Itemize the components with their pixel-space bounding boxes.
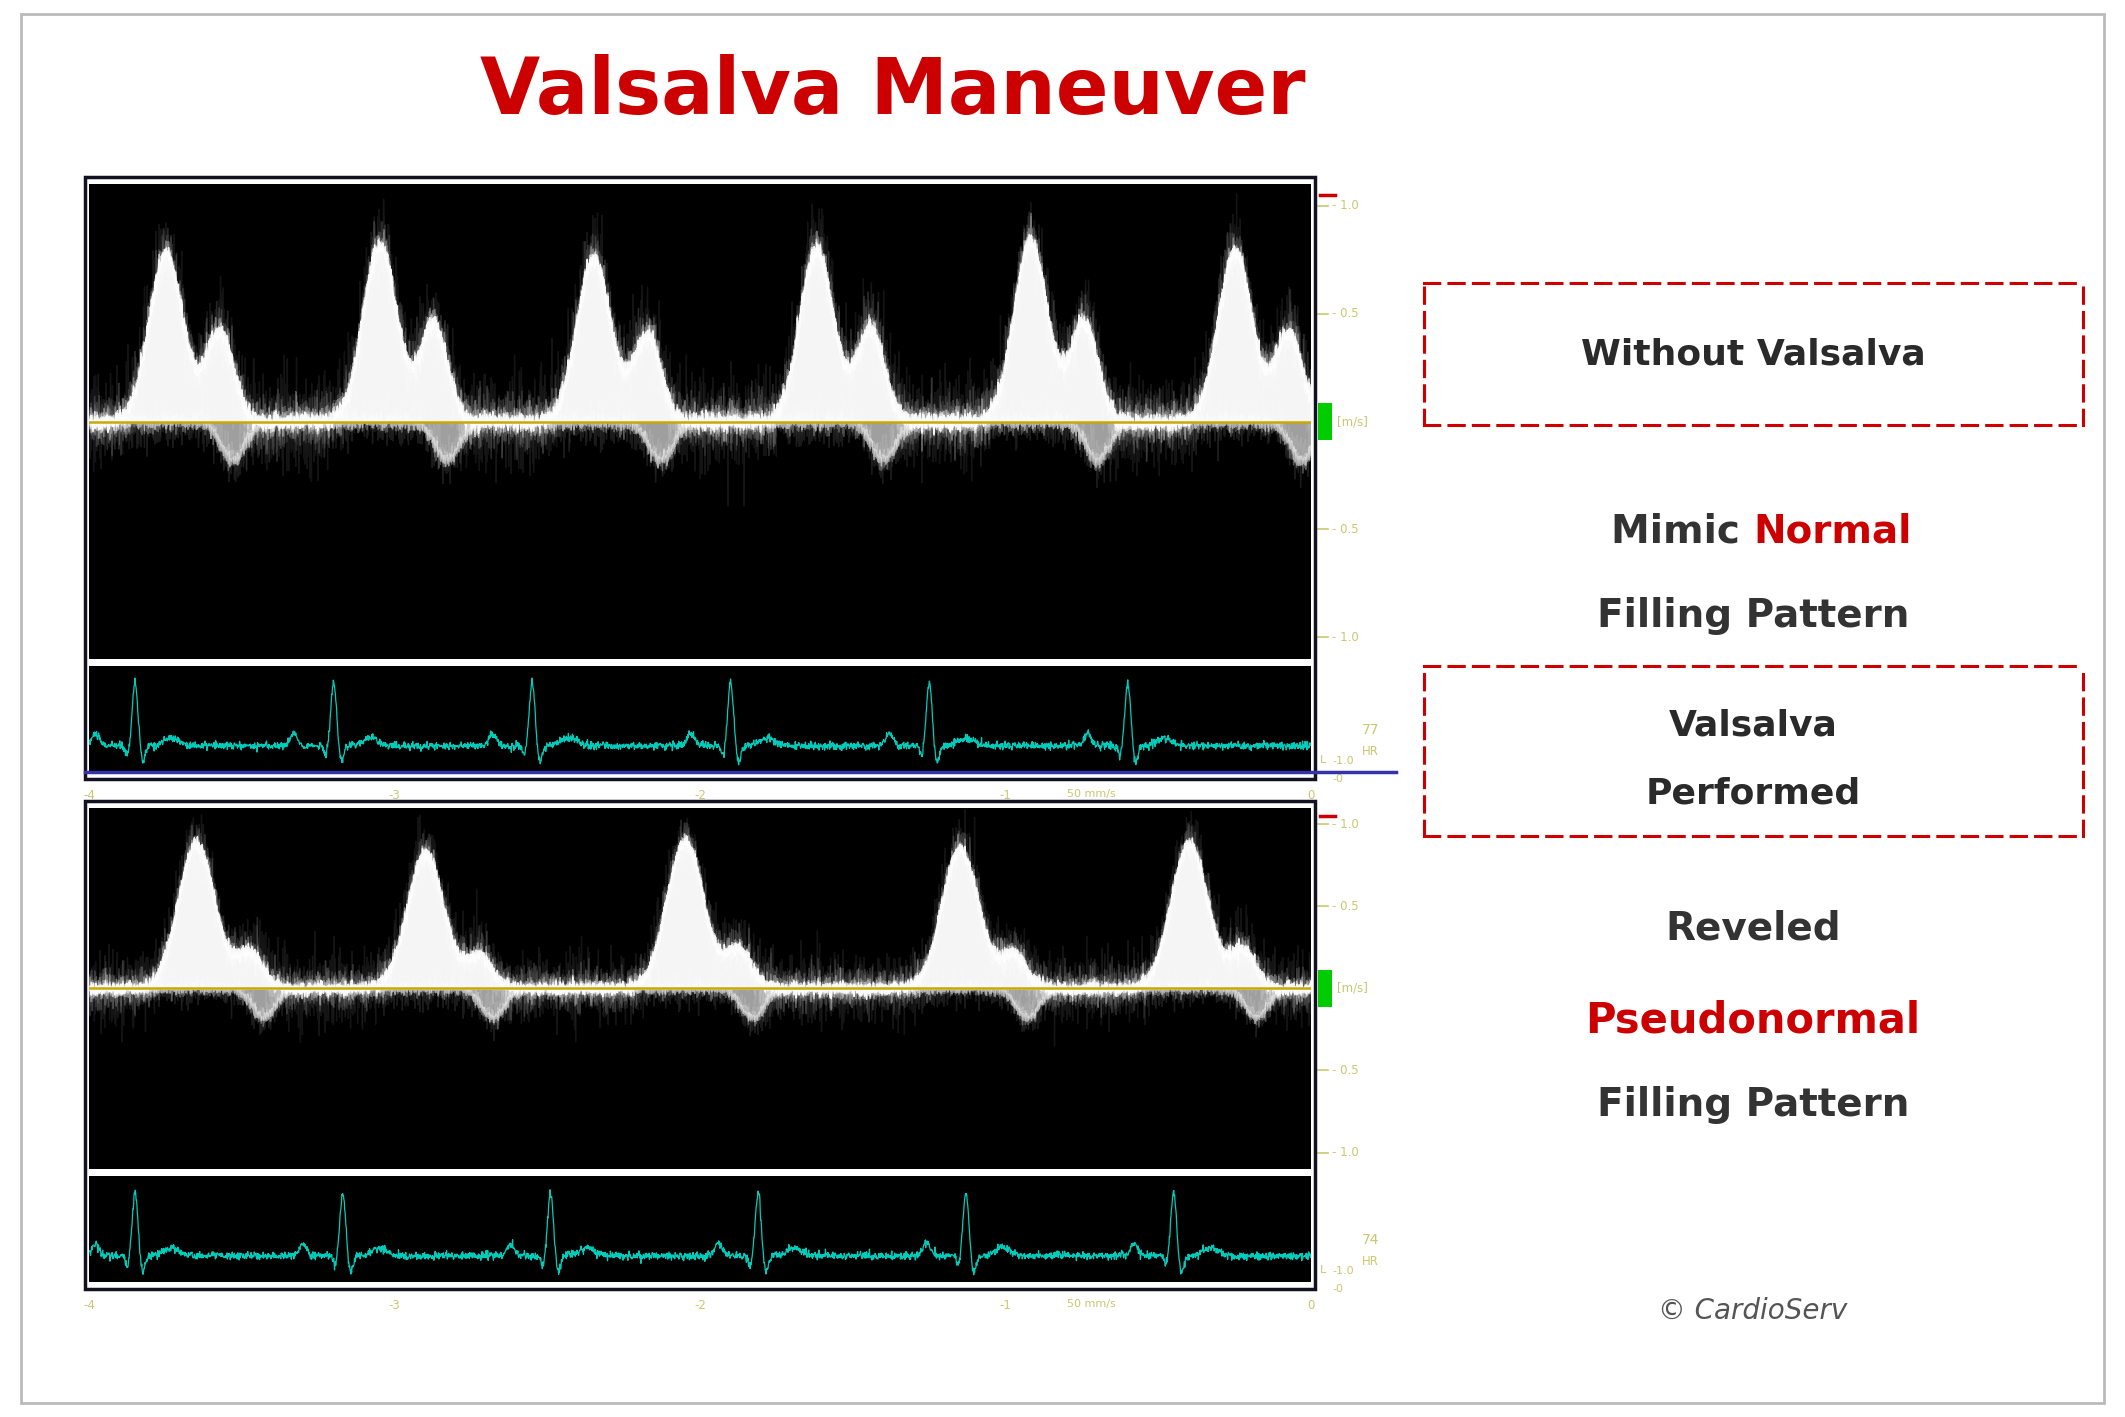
Text: Valsalva Maneuver: Valsalva Maneuver (480, 54, 1305, 130)
Text: HR: HR (1362, 744, 1379, 758)
Text: -1: -1 (999, 789, 1012, 802)
Text: -1.0: -1.0 (1332, 1265, 1354, 1277)
Text: Normal: Normal (1753, 513, 1913, 550)
Text: L: L (1320, 755, 1326, 765)
Text: -3: -3 (389, 789, 402, 802)
Text: - 1.0: - 1.0 (1332, 200, 1360, 213)
Text: -1: -1 (999, 1299, 1012, 1312)
Text: - 0.5: - 0.5 (1332, 900, 1360, 913)
Text: - 0.5: - 0.5 (1332, 307, 1360, 320)
Text: -0: -0 (1332, 1284, 1343, 1295)
Text: 0: 0 (1307, 789, 1315, 802)
Text: Reveled: Reveled (1666, 910, 1840, 947)
Text: - 1.0: - 1.0 (1332, 631, 1360, 643)
Text: Valsalva: Valsalva (1668, 708, 1838, 743)
Text: -2: -2 (695, 1299, 706, 1312)
Text: Performed: Performed (1645, 777, 1862, 811)
Text: 0: 0 (1307, 1299, 1315, 1312)
Text: © CardioServ: © CardioServ (1658, 1297, 1849, 1325)
Text: Filling Pattern: Filling Pattern (1598, 598, 1910, 635)
Text: Filling Pattern: Filling Pattern (1598, 1087, 1910, 1124)
Text: 50 mm/s: 50 mm/s (1067, 1299, 1116, 1309)
Text: -4: -4 (83, 789, 96, 802)
Text: [m/s]: [m/s] (1337, 982, 1368, 995)
Text: - 1.0: - 1.0 (1332, 1146, 1360, 1159)
Text: - 1.0: - 1.0 (1332, 818, 1360, 830)
Text: -0: -0 (1332, 774, 1343, 785)
Text: -3: -3 (389, 1299, 402, 1312)
Text: Pseudonormal: Pseudonormal (1585, 999, 1921, 1041)
Text: HR: HR (1362, 1254, 1379, 1268)
Text: Mimic: Mimic (1611, 513, 1753, 550)
Text: -1.0: -1.0 (1332, 755, 1354, 767)
Text: 77: 77 (1362, 723, 1379, 737)
Text: [m/s]: [m/s] (1337, 415, 1368, 428)
Text: Without Valsalva: Without Valsalva (1581, 337, 1925, 371)
Text: - 0.5: - 0.5 (1332, 1064, 1360, 1077)
Text: -2: -2 (695, 789, 706, 802)
Text: L: L (1320, 1265, 1326, 1275)
Text: 50 mm/s: 50 mm/s (1067, 789, 1116, 799)
Text: -4: -4 (83, 1299, 96, 1312)
Text: - 0.5: - 0.5 (1332, 523, 1360, 536)
Text: 74: 74 (1362, 1233, 1379, 1247)
